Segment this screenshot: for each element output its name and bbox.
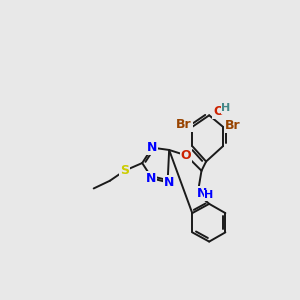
Text: H: H bbox=[221, 103, 230, 113]
Text: O: O bbox=[213, 105, 224, 118]
Text: N: N bbox=[146, 172, 156, 185]
Text: H: H bbox=[204, 190, 213, 200]
Text: O: O bbox=[181, 149, 191, 162]
Text: N: N bbox=[164, 176, 174, 189]
Text: Br: Br bbox=[224, 119, 240, 132]
Text: Br: Br bbox=[176, 118, 192, 131]
Text: N: N bbox=[147, 141, 158, 154]
Text: S: S bbox=[120, 164, 129, 177]
Text: N: N bbox=[197, 187, 207, 200]
